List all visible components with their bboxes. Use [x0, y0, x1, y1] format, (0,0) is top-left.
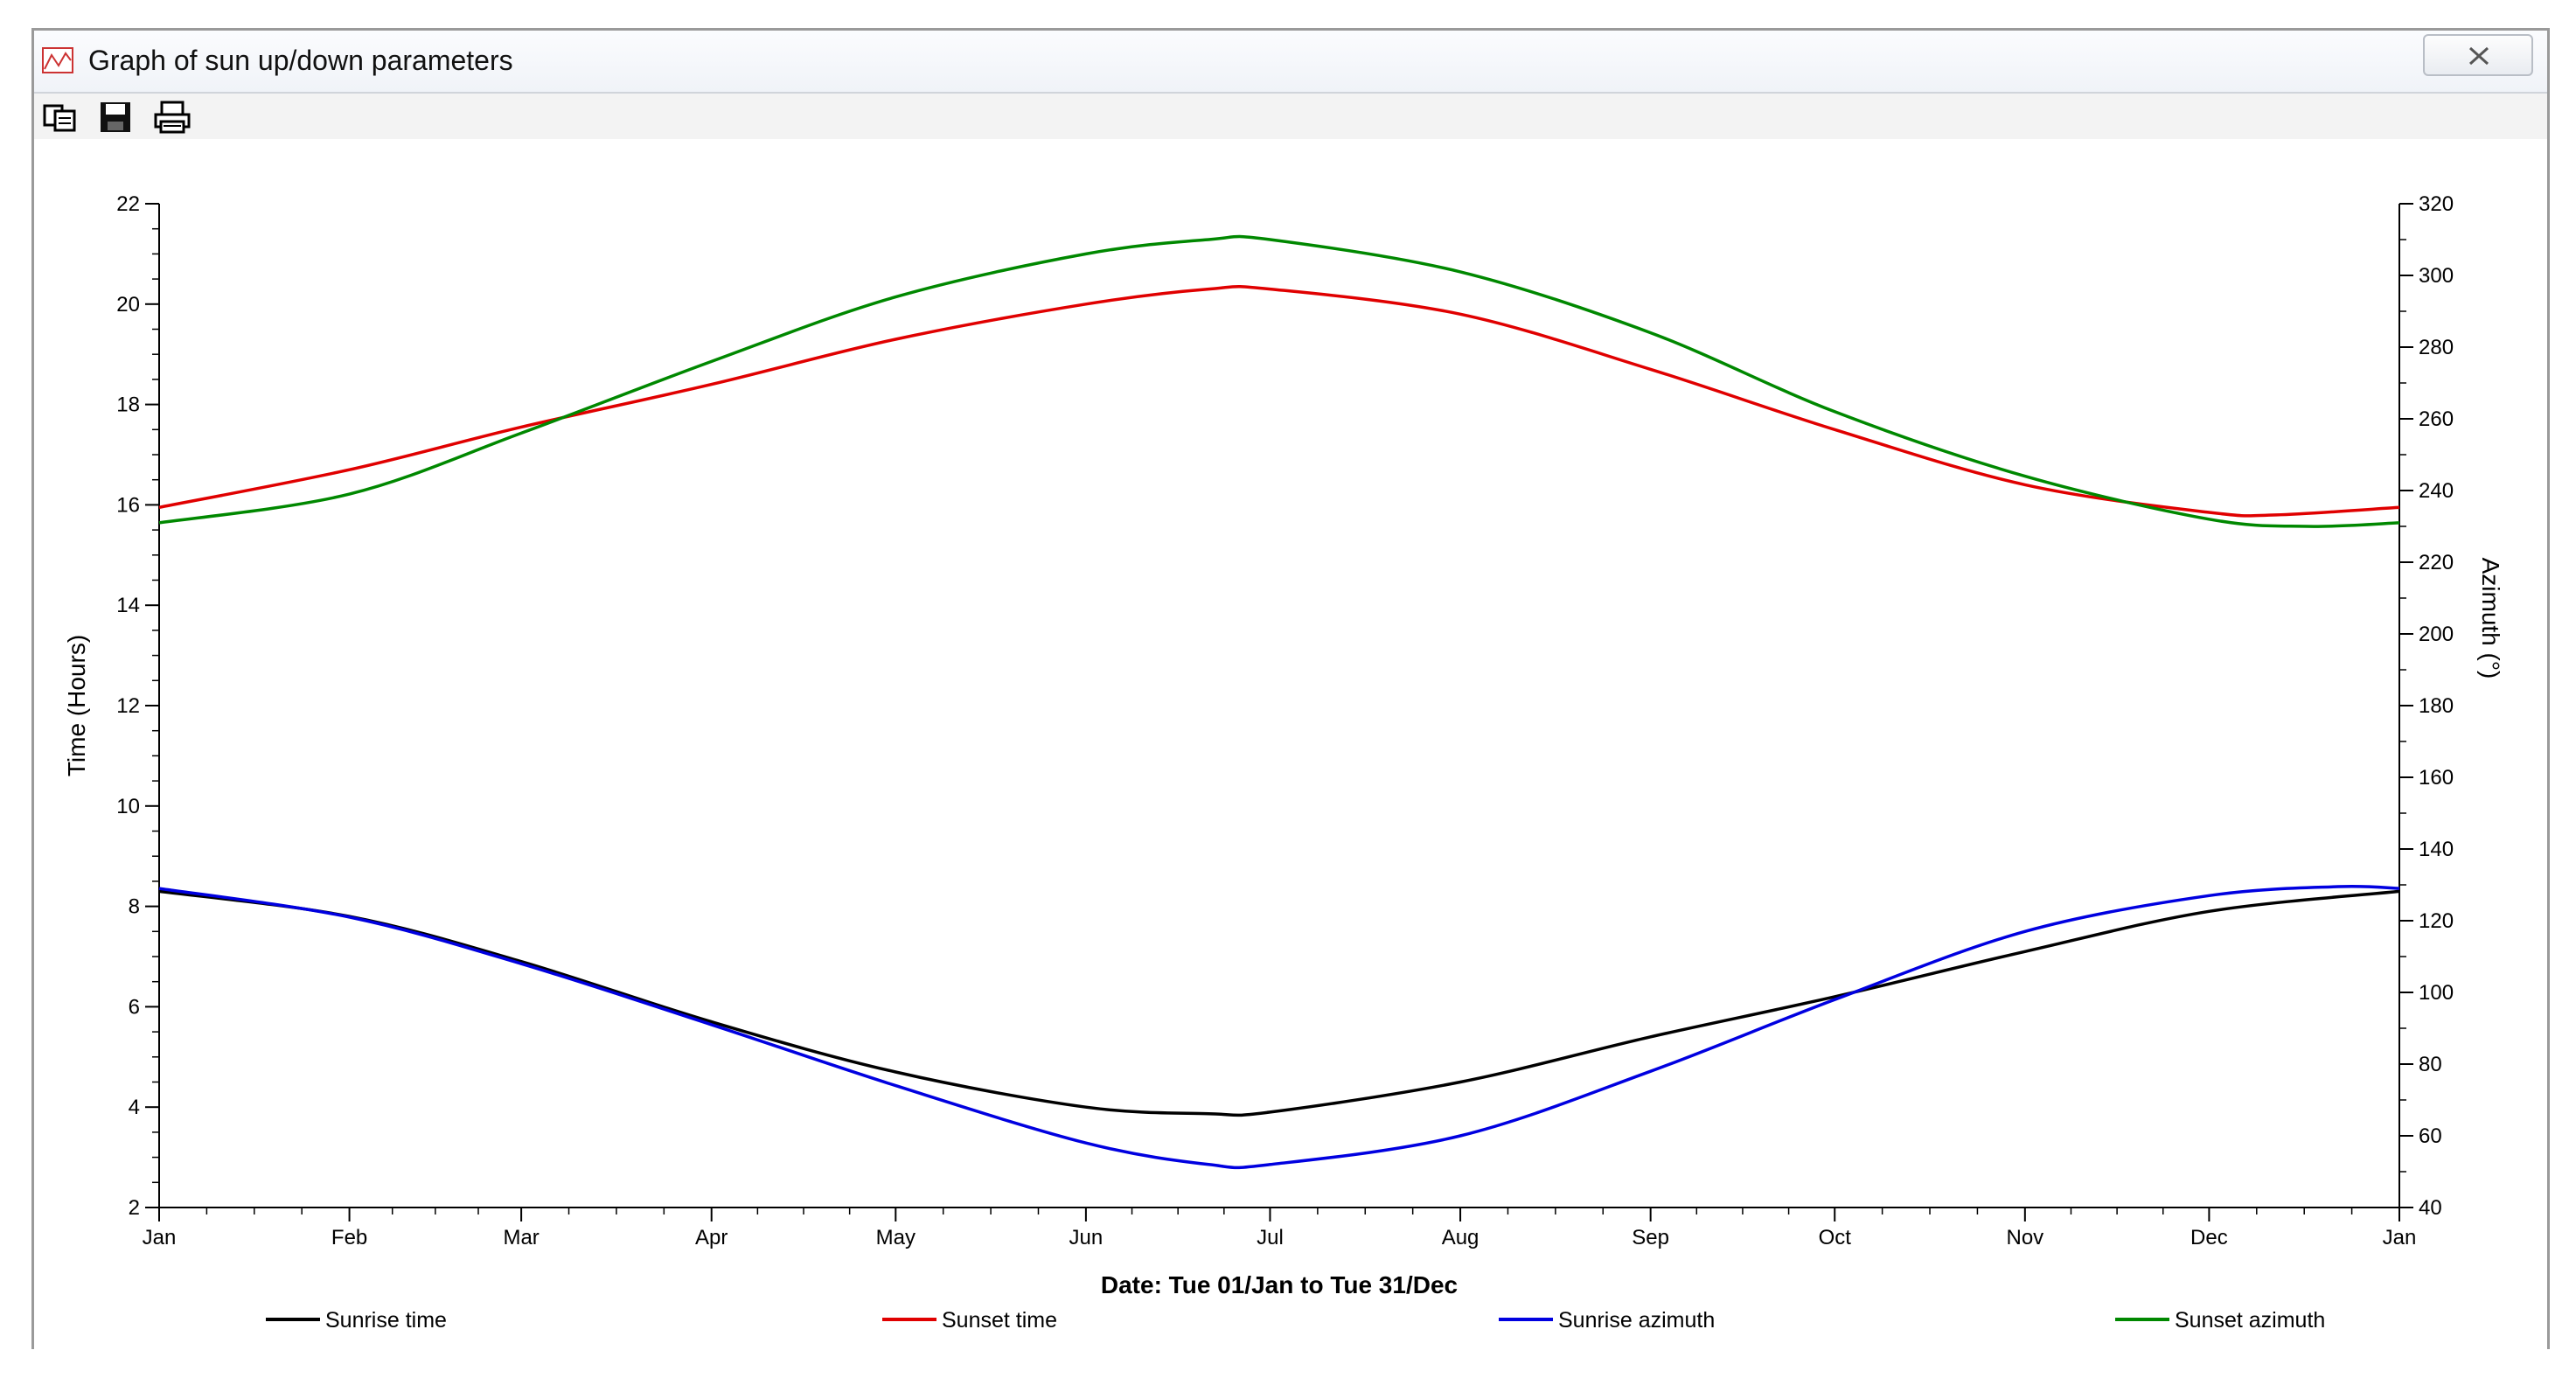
sunrise-time-line	[158, 889, 2400, 1117]
copy-icon	[43, 104, 76, 132]
y2-tick-label: 40	[2419, 1196, 2442, 1220]
y2-tick-label: 300	[2419, 264, 2454, 288]
y2-tick-label: 320	[2419, 192, 2454, 216]
x-tick-label: Mar	[503, 1226, 539, 1249]
y-tick-label: 20	[116, 293, 140, 317]
y-tick-label: 4	[129, 1096, 140, 1119]
legend-label-sunrise-azimuth: Sunrise azimuth	[1558, 1308, 1715, 1333]
close-button[interactable]	[2423, 34, 2533, 76]
x-tick-label: Jan	[143, 1226, 177, 1249]
x-tick-label: May	[876, 1226, 916, 1249]
x-tick-label: Apr	[695, 1226, 728, 1249]
x-axis-title: Date: Tue 01/Jan to Tue 31/Dec	[1101, 1271, 1458, 1298]
y2-tick-label: 200	[2419, 623, 2454, 646]
y2-tick-label: 120	[2419, 909, 2454, 933]
print-button[interactable]	[153, 101, 191, 134]
y-tick-label: 12	[116, 694, 140, 718]
x-tick-label: Oct	[1819, 1226, 1852, 1249]
sunset-time-line	[158, 284, 2400, 518]
x-tick-label: Sep	[1632, 1226, 1669, 1249]
series-lines	[158, 234, 2400, 1170]
y2-tick-label: 80	[2419, 1053, 2442, 1076]
y-tick-label: 16	[116, 493, 140, 517]
chart-area: 2 4 6 8 10 12 14 16 18 20 22 40 60 80 100 120 140 160 180 2…	[34, 141, 2547, 1349]
save-icon	[101, 102, 130, 132]
copy-button[interactable]	[41, 101, 80, 134]
y-tick-label: 14	[116, 594, 140, 617]
window-title: Graph of sun up/down parameters	[88, 45, 513, 76]
y2-tick-label: 220	[2419, 551, 2454, 574]
graph-window: Graph of sun up/down parameters	[31, 28, 2550, 1349]
y-axis-title: Time (Hours)	[63, 635, 90, 776]
legend-label-sunset-azimuth: Sunset azimuth	[2175, 1308, 2325, 1333]
y2-tick-label: 160	[2419, 766, 2454, 790]
y-tick-label: 2	[129, 1196, 140, 1220]
x-tick-label: Jun	[1069, 1226, 1104, 1249]
y2-tick-label: 60	[2419, 1124, 2442, 1148]
y2-tick-label: 180	[2419, 694, 2454, 718]
x-tick-label: Aug	[1442, 1226, 1479, 1249]
x-tick-label: Jan	[2383, 1226, 2417, 1249]
x-tick-label: Dec	[2190, 1226, 2228, 1249]
y2-tick-label: 100	[2419, 981, 2454, 1005]
sunset-azimuth-line	[158, 234, 2400, 528]
y2-tick-label: 280	[2419, 336, 2454, 359]
print-icon	[154, 101, 191, 134]
x-tick-label: Feb	[331, 1226, 367, 1249]
sunrise-azimuth-line	[158, 884, 2400, 1170]
y2-tick-label: 240	[2419, 479, 2454, 503]
x-tick-label: Nov	[2006, 1226, 2043, 1249]
close-icon	[2468, 46, 2489, 66]
y-tick-label: 22	[116, 192, 140, 216]
y2-axis-title: Azimuth (°)	[2477, 558, 2504, 679]
legend: Sunrise time Sunset time Sunrise azimuth Su…	[266, 1308, 2325, 1333]
toolbar	[34, 94, 2547, 139]
x-tick-label: Jul	[1257, 1226, 1284, 1249]
legend-label-sunrise-time: Sunrise time	[325, 1308, 447, 1333]
y2-tick-label: 260	[2419, 407, 2454, 431]
legend-label-sunset-time: Sunset time	[942, 1308, 1057, 1333]
y-tick-label: 6	[129, 995, 140, 1019]
axes: 2 4 6 8 10 12 14 16 18 20 22 40 60 80 100 120 140 160 180 2…	[116, 192, 2454, 1249]
y-tick-label: 18	[116, 393, 140, 417]
y-tick-label: 8	[129, 895, 140, 919]
axis-labels: Date: Tue 01/Jan to Tue 31/Dec Time (Hour…	[63, 558, 2504, 1298]
y-tick-label: 10	[116, 795, 140, 818]
y2-tick-label: 140	[2419, 838, 2454, 861]
sun-parameters-chart: 2 4 6 8 10 12 14 16 18 20 22 40 60 80 100 120 140 160 180 2…	[63, 192, 2504, 1333]
title-bar[interactable]: Graph of sun up/down parameters	[34, 31, 2547, 94]
save-button[interactable]	[97, 101, 136, 134]
graph-icon	[41, 46, 76, 76]
